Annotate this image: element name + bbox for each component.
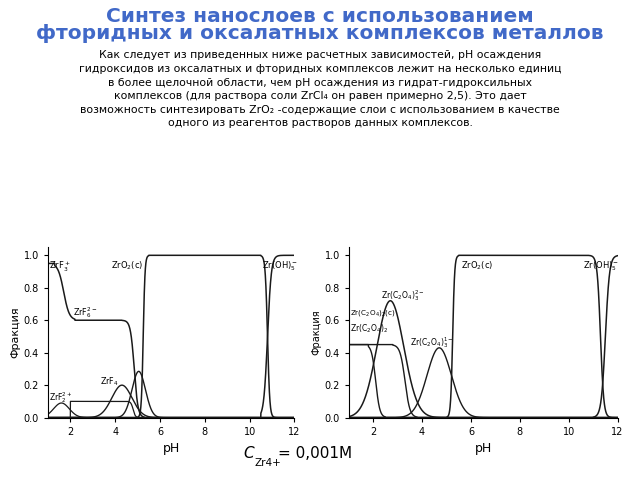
Text: фторидных и оксалатных комплексов металлов: фторидных и оксалатных комплексов металл… [36, 24, 604, 43]
Text: Zr(C$_2$O$_4$)$_2$(c): Zr(C$_2$O$_4$)$_2$(c) [350, 308, 396, 318]
Text: ZrF$_4$: ZrF$_4$ [100, 375, 118, 388]
Y-axis label: Фракция: Фракция [312, 310, 322, 355]
Text: Как следует из приведенных ниже расчетных зависимостей, pH осаждения
гидроксидов: Как следует из приведенных ниже расчетны… [79, 50, 561, 128]
Text: Zr(C$_2$O$_4$)$_2$: Zr(C$_2$O$_4$)$_2$ [350, 323, 388, 335]
Text: Zr4+: Zr4+ [255, 457, 282, 468]
Text: ZrO$_2$(c): ZrO$_2$(c) [111, 259, 143, 272]
Text: Zr(OH)$_5^-$: Zr(OH)$_5^-$ [262, 259, 298, 273]
Text: ZrF$_6^{2-}$: ZrF$_6^{2-}$ [73, 305, 97, 320]
Y-axis label: Фракция: Фракция [11, 307, 21, 358]
Text: ZrF$_2^{2+}$: ZrF$_2^{2+}$ [49, 390, 72, 405]
Text: Синтез нанослоев с использованием: Синтез нанослоев с использованием [106, 7, 534, 26]
Text: $C$: $C$ [243, 445, 256, 461]
Text: ZrO$_2$(c): ZrO$_2$(c) [461, 259, 493, 272]
Text: Zr(C$_2$O$_4$)$_3^{1-}$: Zr(C$_2$O$_4$)$_3^{1-}$ [410, 335, 454, 350]
X-axis label: pH: pH [163, 442, 180, 455]
Text: ZrF$_3^+$: ZrF$_3^+$ [49, 260, 71, 275]
Text: = 0,001М: = 0,001М [278, 446, 353, 461]
Text: Zr(OH)$_5^-$: Zr(OH)$_5^-$ [584, 259, 620, 273]
Text: Zr(C$_2$O$_4$)$_3^{2-}$: Zr(C$_2$O$_4$)$_3^{2-}$ [381, 288, 424, 303]
X-axis label: pH: pH [475, 442, 492, 455]
